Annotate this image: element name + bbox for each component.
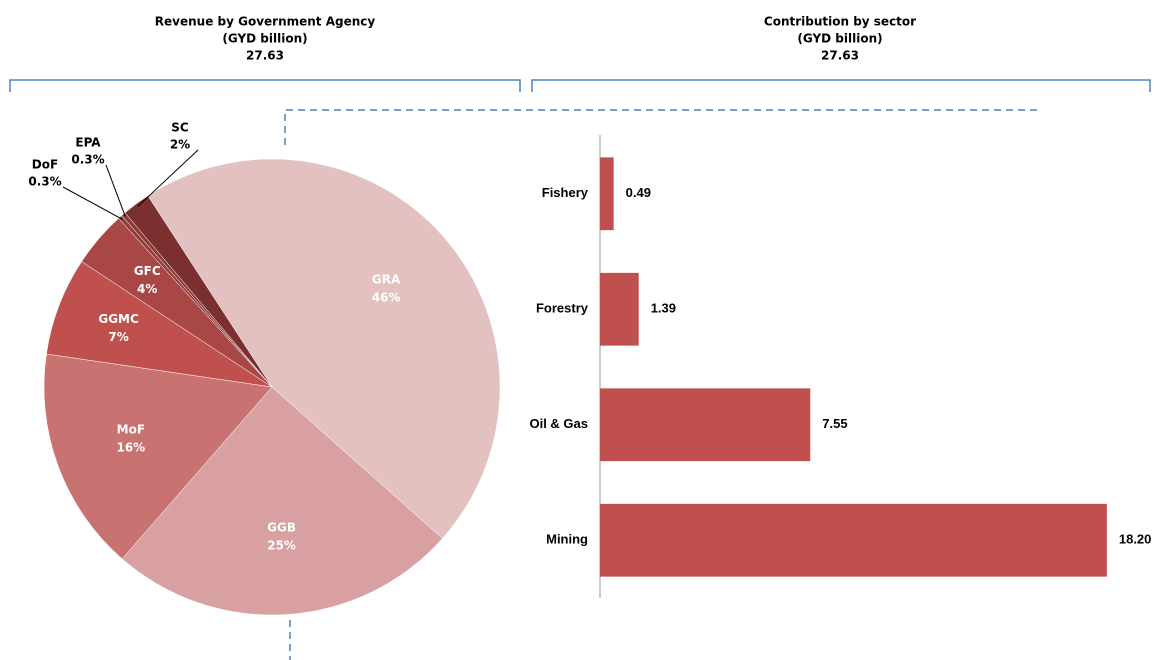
value-label: 7.55 <box>822 416 847 431</box>
slice-label: GGB <box>267 521 296 535</box>
slice-value: 2% <box>170 138 190 152</box>
pie-slice <box>124 195 273 388</box>
connector <box>284 109 1040 145</box>
bar-subtitle: (GYD billion) <box>797 32 882 46</box>
value-label: 0.49 <box>626 185 651 200</box>
slice-value: 46% <box>372 290 401 304</box>
slice-label: DoF <box>32 158 58 172</box>
bracket <box>531 79 1151 92</box>
slice-label: MoF <box>117 423 145 437</box>
bar-title: Contribution by sector <box>764 15 916 29</box>
slice-label: SC <box>171 121 189 135</box>
leader-line <box>62 186 123 220</box>
slice-value: 16% <box>116 441 145 455</box>
bar <box>600 272 639 346</box>
pie-slice <box>43 353 273 560</box>
leader-line <box>105 164 126 217</box>
category-label: Oil & Gas <box>529 416 588 431</box>
slice-label: GRA <box>372 272 401 286</box>
slice-value: 25% <box>267 539 296 553</box>
slice-value: 0.3% <box>71 153 104 167</box>
bar <box>600 157 614 231</box>
slice-label: EPA <box>75 136 101 150</box>
value-label: 18.20 <box>1119 532 1152 547</box>
slice-value: 4% <box>137 282 157 296</box>
slice-label: GGMC <box>98 312 139 326</box>
category-label: Fishery <box>542 185 589 200</box>
slice-value: 0.3% <box>28 175 61 189</box>
slice-label: GFC <box>134 264 161 278</box>
slice-value: 7% <box>108 330 128 344</box>
pie-total: 27.63 <box>246 49 284 63</box>
pie-slice <box>147 158 501 539</box>
leader-line <box>137 149 199 207</box>
bar-total: 27.63 <box>821 49 859 63</box>
value-label: 1.39 <box>651 301 676 316</box>
pie-slice <box>121 386 443 616</box>
category-label: Mining <box>546 532 588 547</box>
bar <box>600 388 811 462</box>
bar <box>600 503 1107 577</box>
category-label: Forestry <box>536 301 589 316</box>
bracket <box>9 79 521 92</box>
pie-subtitle: (GYD billion) <box>222 32 307 46</box>
pie-title: Revenue by Government Agency <box>155 15 376 29</box>
